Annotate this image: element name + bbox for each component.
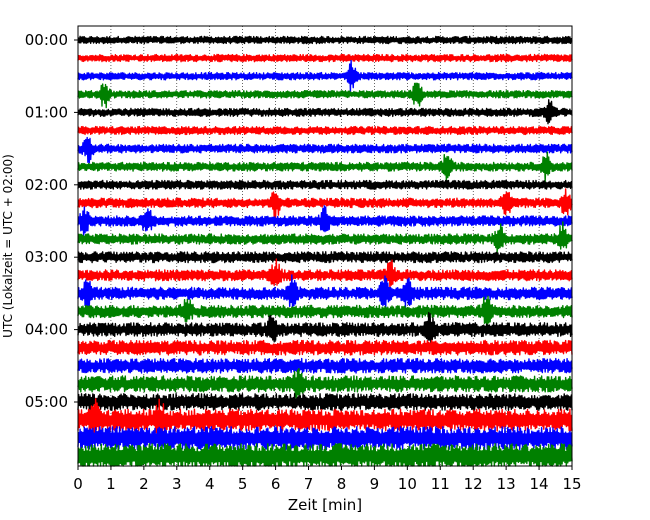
y-tick-label: 03:00 [25,248,68,266]
x-tick-label: 11 [431,475,450,493]
trace-0315 [77,258,573,290]
trace-0100 [77,99,573,125]
trace-0000 [77,35,573,45]
trace-0430 [77,357,573,374]
trace-0300 [77,251,573,264]
x-tick-label: 4 [205,475,215,493]
trace-0345 [77,295,573,327]
x-tick-label: 8 [337,475,347,493]
x-tick-label: 10 [398,475,417,493]
x-tick-label: 9 [370,475,380,493]
vertical-grid [110,26,540,466]
x-axis-ticks: 0 1 2 3 4 5 6 7 8 9 10 11 12 13 14 15 [73,466,582,493]
x-tick-label: 6 [271,475,281,493]
x-tick-label: 14 [530,475,549,493]
trace-0445 [77,367,573,400]
trace-0415 [77,339,573,356]
x-tick-label: 12 [464,475,483,493]
trace-0330 [77,274,573,313]
x-tick-label: 3 [172,475,182,493]
x-tick-label: 2 [139,475,149,493]
x-axis-label: Zeit [min] [288,496,362,514]
x-tick-label: 15 [562,475,581,493]
y-axis-label: UTC (Lokalzeit = UTC + 02:00) [1,154,15,338]
y-tick-label: 02:00 [25,176,68,194]
trace-0045 [77,82,573,109]
x-tick-label: 13 [497,475,516,493]
trace-0145 [77,151,573,183]
x-tick-label: 1 [106,475,116,493]
trace-0115 [77,125,573,136]
trace-0400 [77,311,573,347]
trace-0130 [77,136,573,164]
x-tick-label: 7 [304,475,314,493]
trace-0245 [77,221,573,254]
trace-0015 [77,53,573,63]
y-axis-ticks: 00:00 01:00 02:00 03:00 04:00 05:00 [25,31,78,411]
trace-0200 [77,179,573,190]
y-tick-label: 05:00 [25,393,68,411]
trace-0500 [77,392,573,412]
trace-0230 [77,205,573,238]
plot-frame [77,25,573,467]
trace-0215 [77,188,573,219]
x-tick-label: 0 [73,475,83,493]
trace-lines [77,35,573,467]
y-tick-label: 00:00 [25,31,68,49]
trace-0030 [77,59,573,92]
x-tick-label: 5 [238,475,248,493]
y-tick-label: 01:00 [25,103,68,121]
y-tick-label: 04:00 [25,321,68,339]
trace-0515 [77,398,573,441]
